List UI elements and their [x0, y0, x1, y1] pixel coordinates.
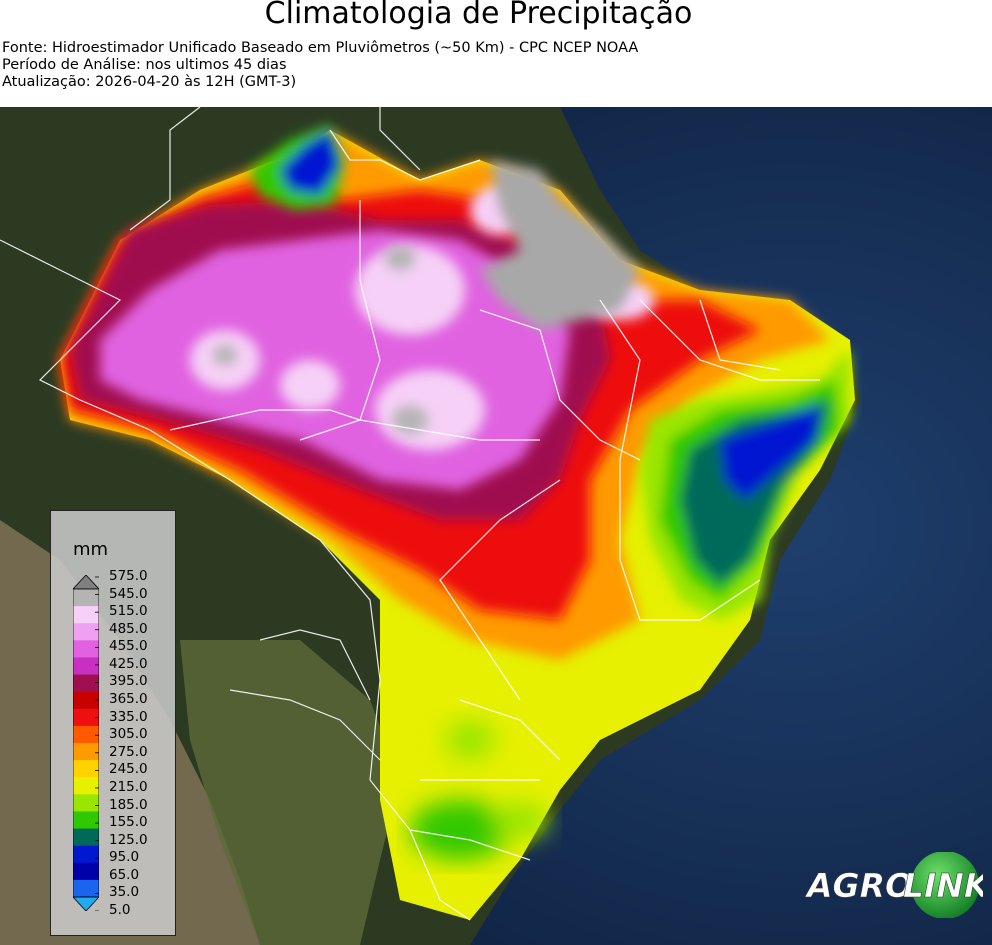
- map-canvas: [0, 107, 992, 945]
- logo-text-right: LINK: [903, 866, 983, 905]
- precipitation-field: [60, 125, 855, 920]
- colorbar-tick-label: 155.0: [109, 814, 148, 831]
- colorbar-swatch: [73, 691, 99, 710]
- colorbar-labels: 575.0 545.0 515.0 485.0 455.0 425.0 395.0 365.0…: [109, 569, 173, 917]
- colorbar-tick-label: 365.0: [109, 691, 148, 708]
- colorbar-tick-label: 5.0: [109, 902, 131, 918]
- colorbar-frame: [73, 588, 99, 898]
- north-blue: [250, 125, 345, 210]
- colorbar-tick-label: 185.0: [109, 796, 148, 813]
- colorbar-swatch: [73, 794, 99, 812]
- colorbar: [73, 575, 99, 911]
- colorbar-tick-label: 245.0: [109, 761, 148, 778]
- colorbar-swatch: [73, 760, 99, 778]
- colorbar-swatch: [73, 708, 99, 727]
- logo-text-left: AGRO: [805, 866, 913, 905]
- colorbar-swatch: [73, 862, 99, 881]
- period-line: Período de Análise: nos ultimos 45 dias: [2, 57, 287, 73]
- colorbar-tick-label: 515.0: [109, 603, 148, 620]
- northeast-low: [640, 350, 850, 620]
- colorbar-swatch: [73, 811, 99, 830]
- colorbar-swatch: [73, 606, 99, 624]
- colorbar-tick-label: 65.0: [109, 866, 140, 883]
- map-title: Climatologia de Precipitação: [264, 0, 693, 31]
- logo-globe: [911, 851, 979, 919]
- colorbar-swatch: [73, 845, 99, 864]
- colorbar-tick-label: 125.0: [109, 831, 148, 848]
- colorbar-tick-label: 215.0: [109, 778, 148, 795]
- colorbar-swatch: [73, 743, 99, 761]
- colorbar-swatch: [73, 623, 99, 641]
- agrolink-logo: AGRO LINK: [804, 851, 992, 919]
- updated-line: Atualização: 2026-04-20 às 12H (GMT-3): [2, 74, 297, 90]
- colorbar-tick-label: 545.0: [109, 585, 148, 602]
- colorbar-arrow-bottom: [73, 896, 99, 911]
- colorbar-tick-label: 305.0: [109, 726, 148, 743]
- colorbar-swatch: [73, 589, 99, 607]
- colorbar-legend: mm 575.0 545.0 515.0 485.0 455.0 425.0 395.0 36…: [50, 510, 176, 936]
- colorbar-tick-label: 575.0: [109, 568, 148, 584]
- colorbar-swatch: [73, 879, 99, 898]
- borders: [0, 107, 820, 921]
- colorbar-swatch: [73, 828, 99, 847]
- colorbar-tick-label: 395.0: [109, 673, 148, 690]
- south-green: [410, 720, 548, 860]
- colorbar-tick-label: 275.0: [109, 743, 148, 760]
- logo-graphic: AGRO LINK: [804, 851, 992, 919]
- colorbar-swatch: [73, 657, 99, 676]
- colorbar-swatch: [73, 640, 99, 658]
- legend-unit: mm: [73, 539, 109, 560]
- colorbar-tick-label: 335.0: [109, 708, 148, 725]
- argentina-land: [180, 640, 400, 945]
- colorbar-tick-label: 95.0: [109, 849, 140, 866]
- colorbar-swatch: [73, 725, 99, 744]
- colorbar-tick-label: 425.0: [109, 655, 148, 672]
- source-line: Fonte: Hidroestimador Unificado Baseado …: [2, 40, 639, 56]
- colorbar-tick-label: 485.0: [109, 620, 148, 637]
- colorbar-tick-label: 455.0: [109, 638, 148, 655]
- colorbar-tick-label: 35.0: [109, 884, 140, 901]
- precipitation-map: [0, 107, 992, 945]
- colorbar-swatch: [73, 674, 99, 693]
- colorbar-swatch: [73, 777, 99, 795]
